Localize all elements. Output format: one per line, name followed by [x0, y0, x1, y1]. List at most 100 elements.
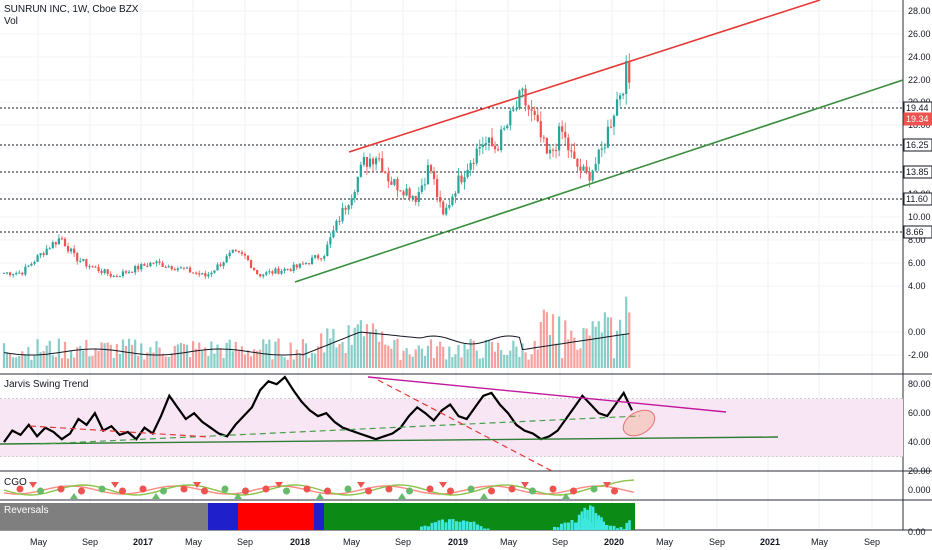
volume-bar — [326, 328, 329, 368]
candle-body — [521, 88, 524, 91]
dashed-red-trendline — [29, 425, 211, 438]
candle-body — [167, 266, 170, 268]
candle-body — [405, 188, 408, 196]
cgo-dot — [467, 485, 475, 493]
volume-bar — [225, 342, 228, 368]
candle-body — [39, 253, 42, 256]
reversal-cyan-bar — [420, 526, 423, 530]
price-flag — [903, 165, 932, 179]
volume-bar — [393, 340, 396, 368]
volume-bar — [60, 358, 64, 368]
candle-body — [628, 61, 631, 83]
candle-body — [204, 273, 207, 277]
volume-bar — [445, 359, 448, 368]
price-tick-label: 8.00 — [908, 235, 926, 245]
cgo-dot — [262, 485, 270, 493]
cgo-title[interactable]: CGO — [4, 477, 27, 488]
volume-bar — [314, 353, 317, 368]
volume-bar — [33, 354, 36, 368]
cgo-dot — [324, 487, 331, 495]
candle-body — [548, 149, 552, 154]
price-axis[interactable]: 28.0026.0024.0022.0020.0018.0016.0012.00… — [903, 6, 932, 537]
candle-body — [524, 88, 527, 106]
candle-body — [24, 266, 27, 275]
swing-trend-line — [3, 375, 633, 443]
candle-body — [487, 137, 491, 144]
volume-bar — [484, 339, 487, 368]
volume-bar — [338, 344, 341, 368]
candle-body — [567, 137, 570, 151]
volume-bar — [201, 350, 204, 368]
candle-body — [137, 266, 140, 270]
candle-body — [368, 158, 372, 167]
volume-bar — [460, 357, 463, 368]
volume-bar — [451, 356, 454, 368]
support-trendline — [0, 436, 779, 445]
swing-trend-panel[interactable] — [0, 375, 903, 472]
volume-bar — [344, 353, 347, 368]
volume-bar — [73, 357, 76, 368]
volume-bar — [423, 355, 426, 368]
price-tick-label: 10.00 — [908, 212, 931, 222]
time-axis-label: 2019 — [448, 537, 468, 547]
symbol-title[interactable]: SUNRUN INC, 1W, Cboe BZX — [4, 4, 139, 15]
reversals-title[interactable]: Reversals — [4, 505, 49, 516]
volume-bar — [283, 357, 286, 368]
volume-bar — [152, 352, 155, 368]
candle-body — [60, 238, 64, 240]
volume-bar — [179, 343, 182, 368]
candle-body — [393, 179, 396, 185]
candle-body — [109, 273, 112, 277]
time-axis-label: 2020 — [604, 537, 624, 547]
candle-body — [365, 156, 369, 167]
candle-body — [45, 248, 48, 255]
time-axis[interactable]: May Sep 2017 May Sep 2018 May Sep 2019 May Sep 2020… — [30, 537, 880, 547]
candle-body — [237, 250, 240, 253]
candle-body — [466, 169, 469, 178]
volume-bar — [408, 354, 411, 368]
volume-bar — [521, 343, 524, 368]
volume-bar — [198, 342, 201, 368]
candle-body — [124, 271, 128, 273]
candle-body — [225, 256, 228, 263]
candle-body — [530, 109, 533, 111]
cgo-dot — [447, 487, 454, 495]
price-flag-label: 11.60 — [906, 194, 928, 204]
reversal-cyan-bar — [628, 520, 631, 530]
cgo-dot — [570, 487, 577, 495]
reversal-cyan-bar — [623, 529, 626, 530]
candle-body — [271, 271, 274, 274]
candle-body — [472, 162, 475, 164]
cgo-line — [3, 479, 635, 496]
candle-body — [454, 193, 457, 197]
candle-body — [445, 207, 448, 215]
volume-bar — [5, 352, 9, 368]
volume-bar — [402, 350, 405, 368]
volume-bar — [420, 348, 423, 368]
volume-bar — [146, 352, 149, 368]
cgo-dot — [16, 485, 24, 493]
candle-body — [326, 244, 329, 257]
price-panel[interactable] — [0, 0, 904, 283]
candle-body — [411, 195, 414, 199]
cgo-panel[interactable] — [3, 479, 635, 499]
reversal-cyan-bar — [597, 515, 600, 530]
candle-body — [131, 271, 134, 273]
reversal-cyan-bar — [434, 522, 437, 530]
swing-trend-title[interactable]: Jarvis Swing Trend — [4, 379, 89, 390]
volume-bar — [176, 344, 179, 368]
reversal-cyan-bar — [441, 519, 444, 530]
cgo-buy-marker — [316, 493, 324, 499]
reversals-panel[interactable] — [0, 503, 635, 530]
time-axis-label: Sep — [395, 537, 411, 547]
candle-body — [100, 270, 103, 273]
volume-bar — [192, 341, 195, 368]
candle-body — [603, 147, 606, 149]
candle-body — [277, 268, 280, 274]
candle-body — [140, 264, 143, 270]
time-axis-label: Sep — [82, 537, 98, 547]
volume-bar — [524, 352, 527, 368]
reversal-cyan-bar — [591, 506, 595, 530]
swing-band — [0, 398, 903, 457]
